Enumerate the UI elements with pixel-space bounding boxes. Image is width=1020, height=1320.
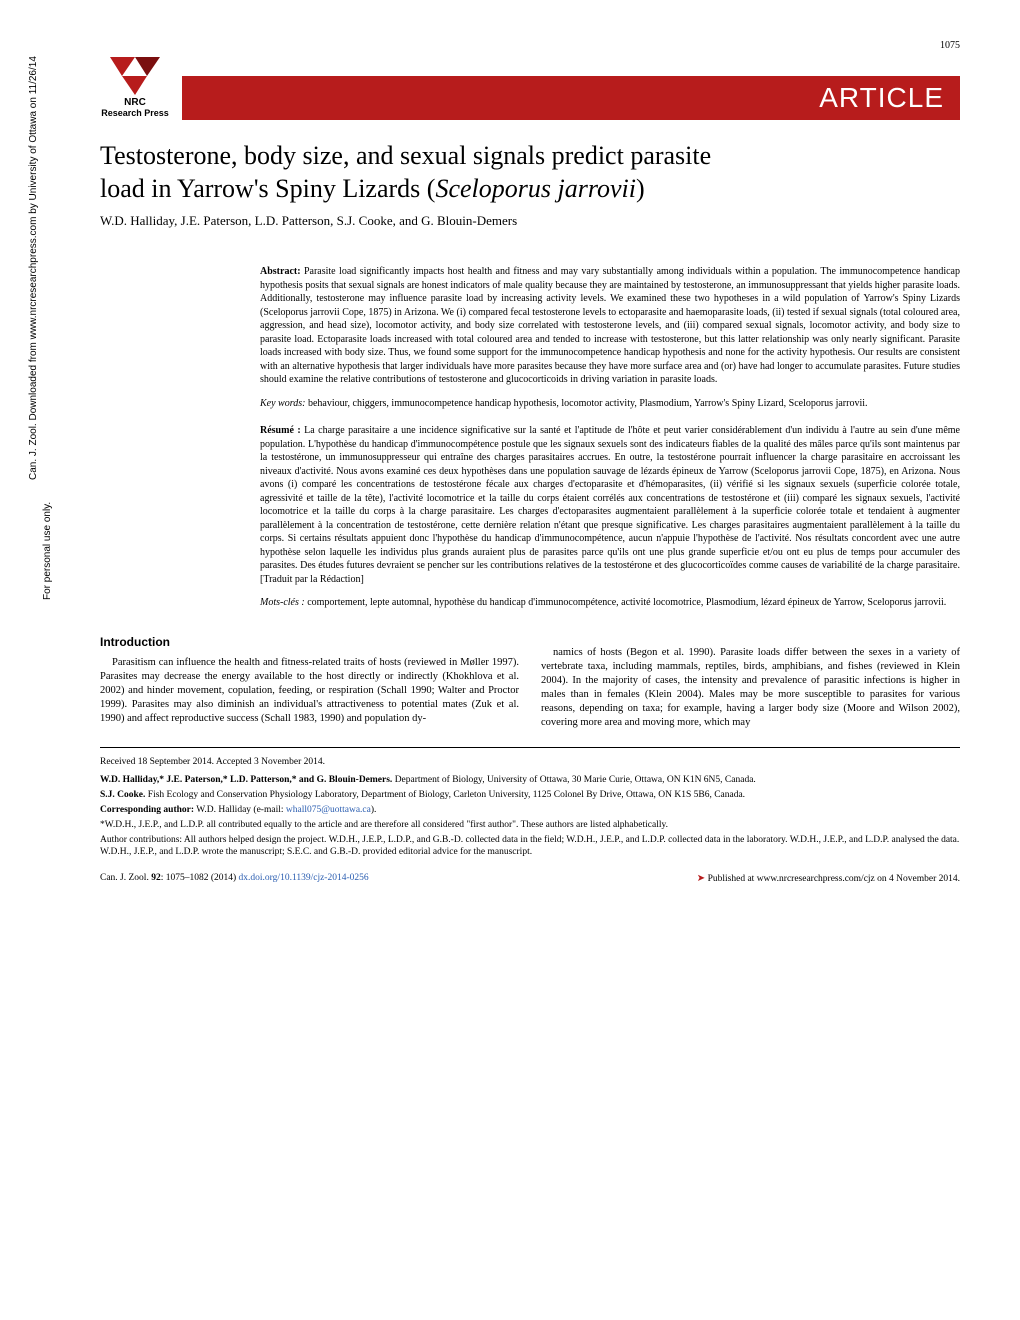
body-text-left: Parasitism can influence the health and …: [100, 656, 519, 727]
corr-label: Corresponding author:: [100, 805, 194, 815]
published-at: ➤ Published at www.nrcresearchpress.com/…: [697, 873, 960, 884]
contrib-note2: Author contributions: All authors helped…: [100, 834, 960, 860]
resume-text: La charge parasitaire a une incidence si…: [260, 425, 960, 585]
nrc-logo-subtext: Research Press: [101, 108, 169, 118]
title-line2b: ): [636, 174, 645, 203]
abstract-en: Abstract: Parasite load significantly im…: [260, 265, 960, 410]
title-species: Sceloporus jarrovii: [435, 174, 636, 203]
abstract-fr: Résumé : La charge parasitaire a une inc…: [260, 424, 960, 610]
intro-heading: Introduction: [100, 634, 519, 650]
keywords-en-text: behaviour, chiggers, immunocompetence ha…: [305, 398, 867, 409]
body-col-left: Introduction Parasitism can influence th…: [100, 624, 519, 731]
download-info-sidebar: Can. J. Zool. Downloaded from www.nrcres…: [28, 56, 39, 480]
article-label: ARTICLE: [819, 82, 944, 114]
footer-separator: [100, 747, 960, 748]
corr-close: ).: [371, 805, 377, 815]
affil1-names: W.D. Halliday,* J.E. Paterson,* L.D. Pat…: [100, 775, 392, 785]
nrc-logo-icon: [100, 57, 170, 95]
keywords-en-label: Key words:: [260, 398, 305, 409]
affil2-text: Fish Ecology and Conservation Physiology…: [145, 790, 745, 800]
bottom-bar: Can. J. Zool. 92: 1075–1082 (2014) dx.do…: [100, 873, 960, 884]
corr-email[interactable]: whall075@uottawa.ca: [286, 805, 371, 815]
keywords-fr-label: Mots-clés :: [260, 597, 305, 608]
personal-use-sidebar: For personal use only.: [42, 502, 53, 600]
footer-block: Received 18 September 2014. Accepted 3 N…: [100, 756, 960, 860]
page-number: 1075: [100, 40, 960, 51]
body-col-right: namics of hosts (Begon et al. 1990). Par…: [541, 624, 960, 731]
keywords-fr-text: comportement, lepte automnal, hypothèse …: [305, 597, 947, 608]
nrc-logo: NRC Research Press: [100, 57, 170, 120]
doi-link[interactable]: dx.doi.org/10.1139/cjz-2014-0256: [239, 873, 369, 883]
abstract-text: Parasite load significantly impacts host…: [260, 266, 960, 385]
authors: W.D. Halliday, J.E. Paterson, L.D. Patte…: [100, 213, 960, 229]
title-line2a: load in Yarrow's Spiny Lizards (: [100, 174, 435, 203]
body-text-right: namics of hosts (Begon et al. 1990). Par…: [541, 646, 960, 731]
journal-citation: Can. J. Zool. 92: 1075–1082 (2014) dx.do…: [100, 873, 369, 884]
affil2-names: S.J. Cooke.: [100, 790, 145, 800]
article-bar: ARTICLE: [182, 76, 960, 120]
header-bar: NRC Research Press ARTICLE: [100, 57, 960, 120]
abstract-label: Abstract:: [260, 266, 301, 277]
title-line1: Testosterone, body size, and sexual sign…: [100, 141, 711, 170]
corr-text: W.D. Halliday (e-mail:: [194, 805, 286, 815]
contrib-note1: *W.D.H., J.E.P., and L.D.P. all contribu…: [100, 819, 960, 832]
nrc-logo-text: NRC: [124, 97, 146, 108]
article-title: Testosterone, body size, and sexual sign…: [100, 140, 960, 205]
resume-label: Résumé :: [260, 425, 301, 436]
body-columns: Introduction Parasitism can influence th…: [100, 624, 960, 731]
arrow-icon: ➤: [697, 873, 708, 884]
received-line: Received 18 September 2014. Accepted 3 N…: [100, 756, 960, 769]
affil1-text: Department of Biology, University of Ott…: [392, 775, 755, 785]
